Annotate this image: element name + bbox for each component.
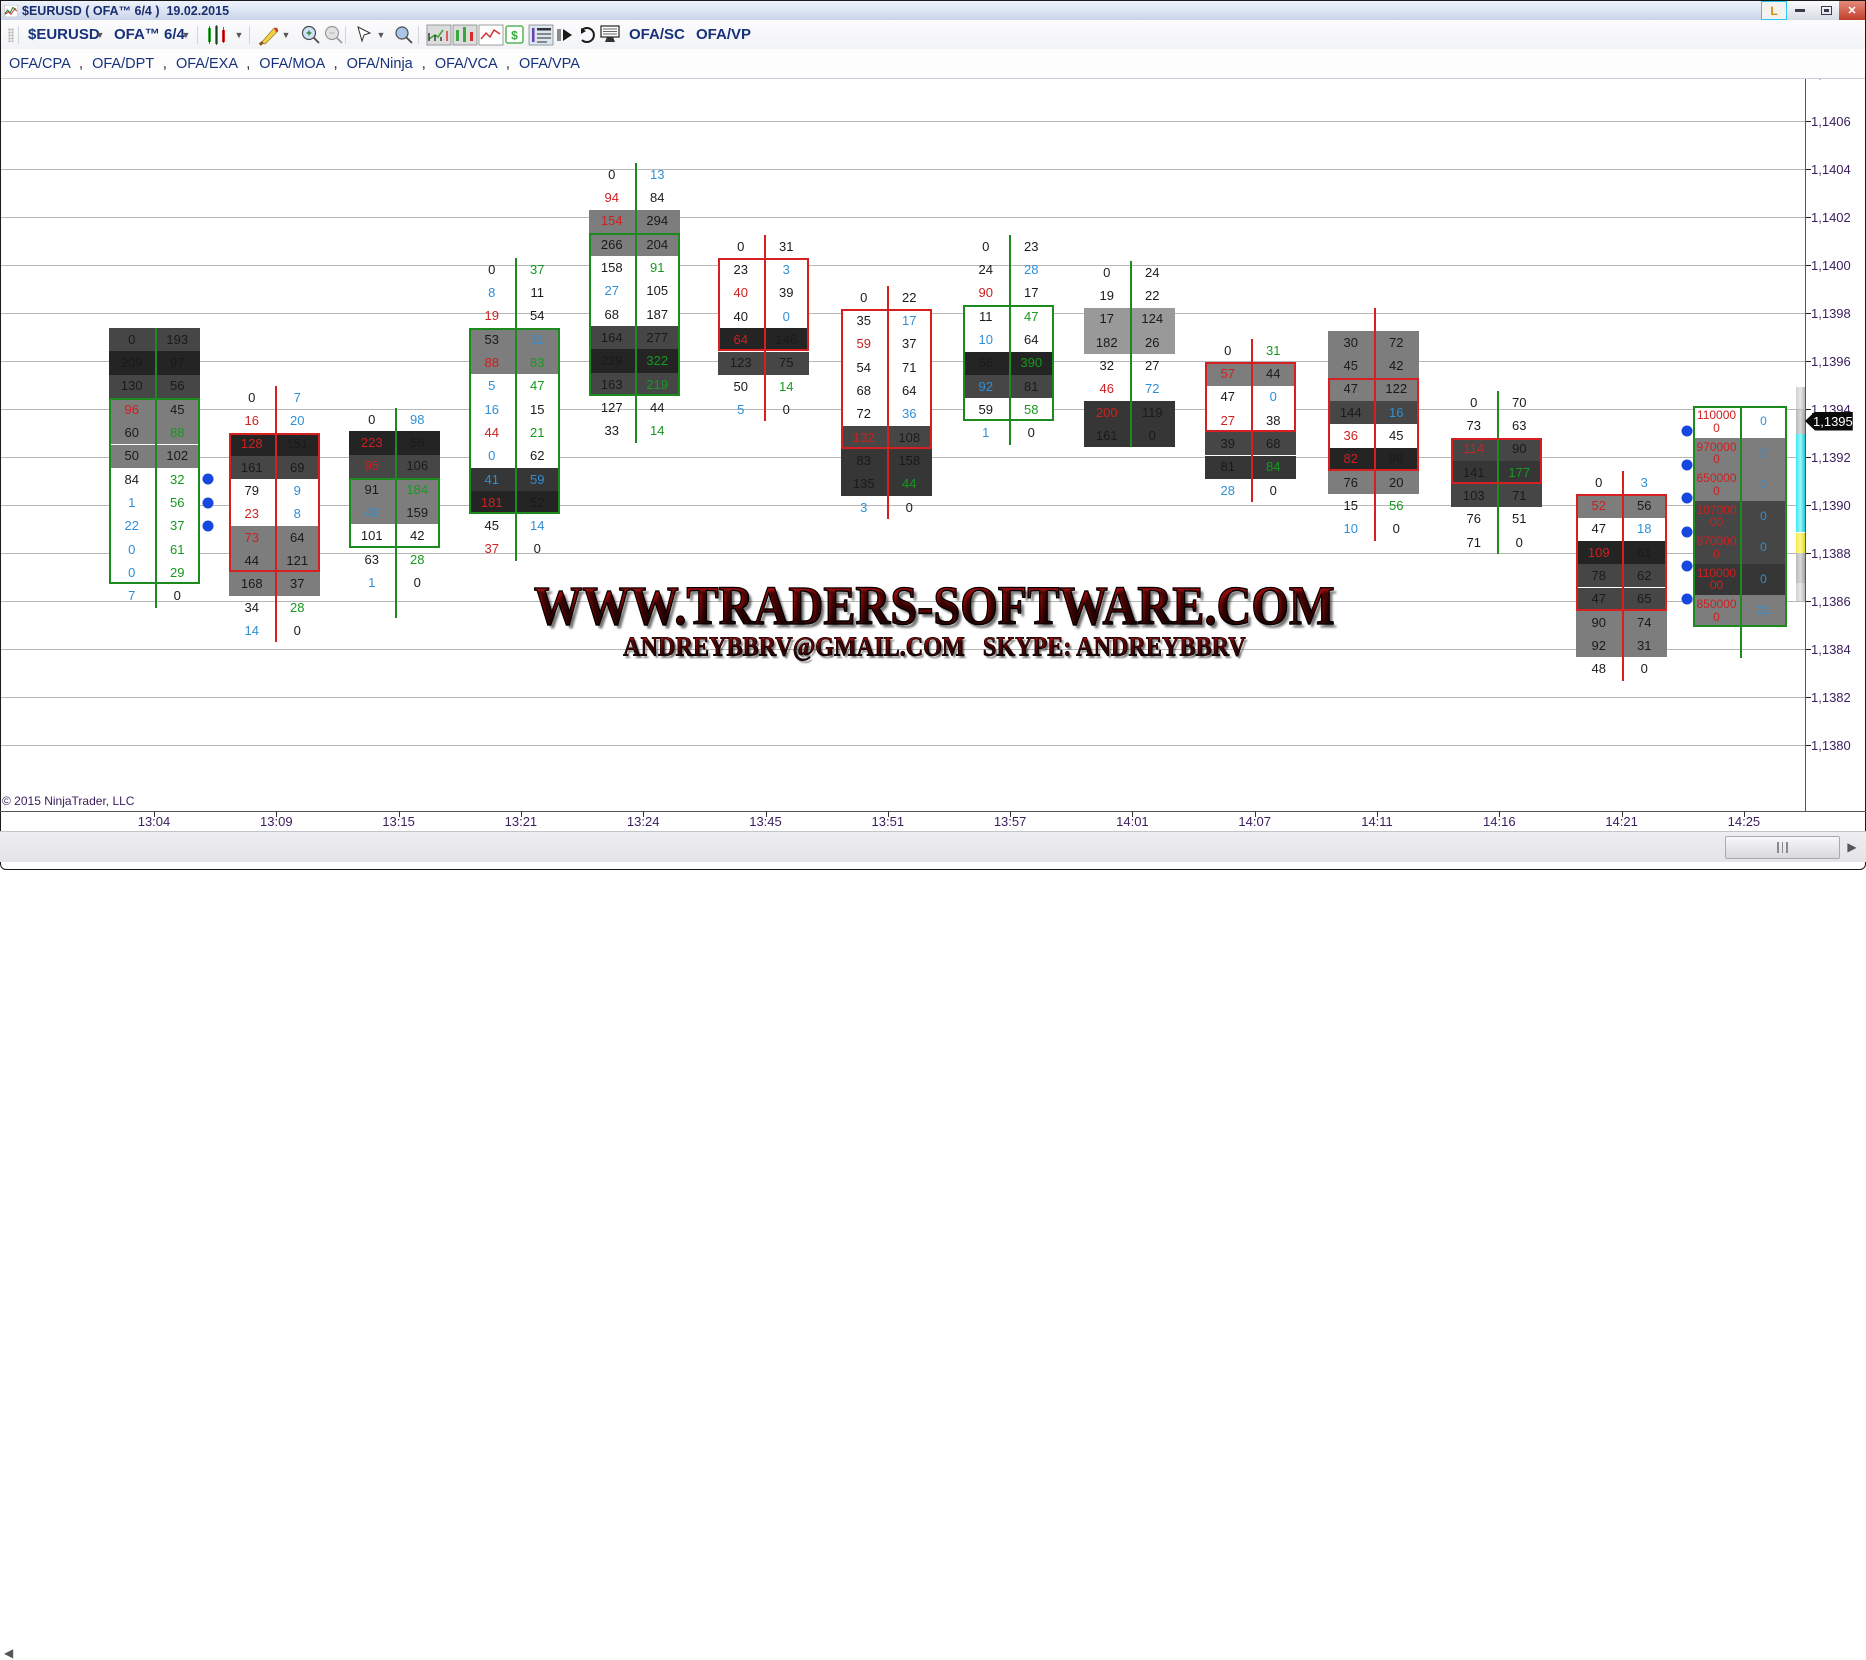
svg-text:$: $ [511,28,518,42]
